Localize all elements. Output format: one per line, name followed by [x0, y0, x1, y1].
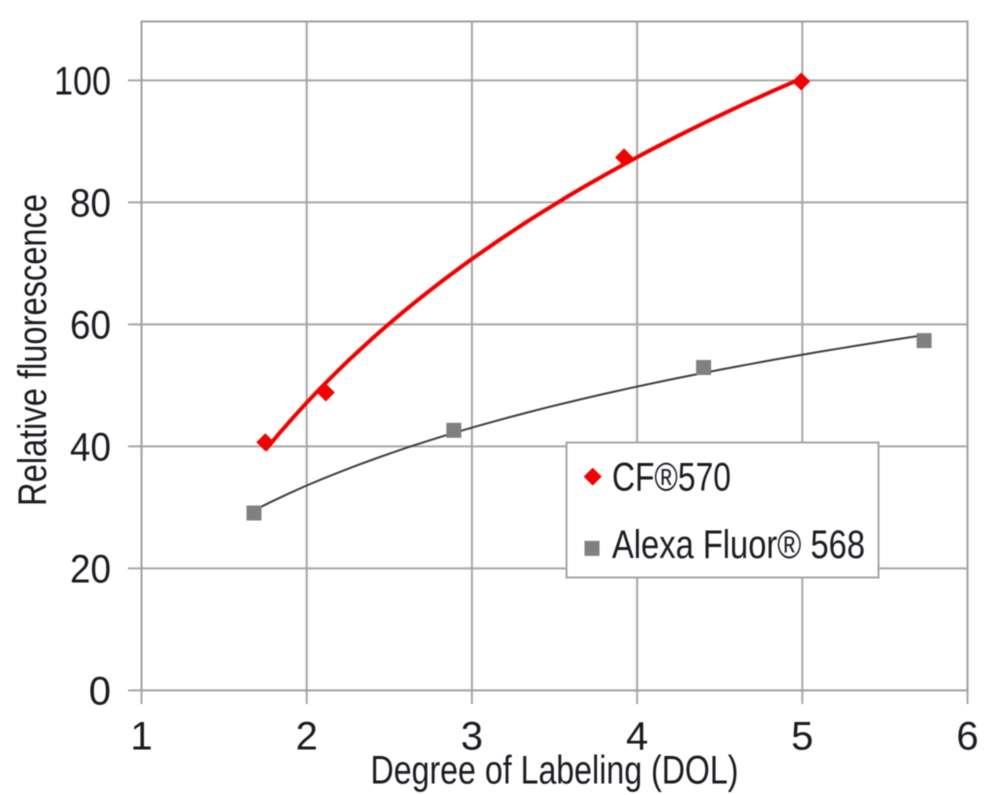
svg-text:Degree of Labeling (DOL): Degree of Labeling (DOL)	[371, 749, 739, 793]
svg-text:5: 5	[791, 715, 813, 759]
svg-text:60: 60	[70, 303, 111, 347]
svg-text:4: 4	[626, 715, 648, 759]
svg-text:Alexa Fluor® 568: Alexa Fluor® 568	[612, 523, 865, 567]
svg-text:40: 40	[70, 425, 111, 469]
svg-text:CF®570: CF®570	[612, 456, 731, 500]
svg-text:0: 0	[89, 669, 111, 713]
svg-text:3: 3	[461, 715, 483, 759]
svg-text:1: 1	[130, 715, 152, 759]
svg-text:20: 20	[70, 547, 111, 591]
svg-text:6: 6	[956, 715, 978, 759]
svg-text:Relative fluorescence: Relative fluorescence	[11, 194, 55, 506]
svg-text:2: 2	[296, 715, 318, 759]
svg-text:100: 100	[54, 59, 111, 103]
svg-text:80: 80	[70, 181, 111, 225]
